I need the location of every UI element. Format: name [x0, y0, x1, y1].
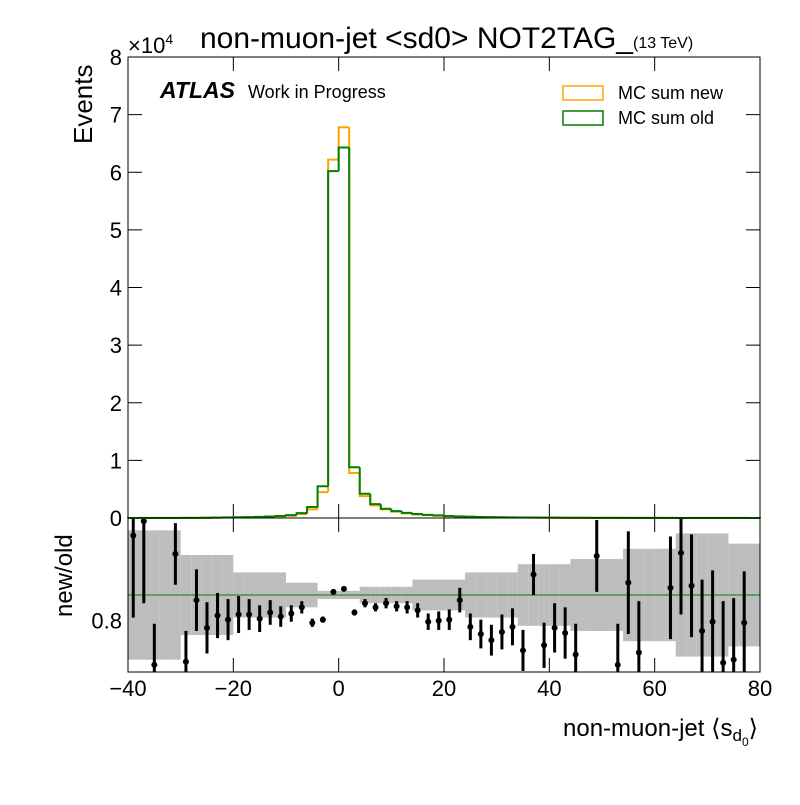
ratio-point	[594, 553, 600, 559]
ratio-point	[193, 597, 199, 603]
ratio-point	[320, 617, 326, 623]
histogram-step	[433, 515, 444, 516]
x-tick-label: 60	[642, 676, 666, 701]
ratio-point	[383, 600, 389, 606]
y-tick-label: 2	[110, 391, 122, 416]
ratio-point	[573, 652, 579, 658]
ratio-point	[215, 613, 221, 619]
y-multiplier-exp: 4	[165, 31, 173, 47]
ratio-point	[373, 604, 379, 610]
ratio-point	[499, 629, 505, 635]
x-tick-label: −40	[109, 676, 146, 701]
ratio-point	[478, 631, 484, 637]
ratio-point	[541, 642, 547, 648]
ratio-point	[699, 628, 705, 634]
ratio-point	[225, 617, 231, 623]
ratio-point	[183, 659, 189, 665]
ratio-point	[520, 647, 526, 653]
ratio-point	[267, 609, 273, 615]
ratio-point	[299, 604, 305, 610]
ratio-point	[467, 624, 473, 630]
histogram-step	[444, 515, 455, 516]
x-title-close: ⟩	[749, 715, 758, 742]
ratio-point	[457, 597, 463, 603]
experiment-label: ATLAS	[159, 77, 236, 103]
histogram-step	[275, 516, 286, 517]
title-note: (13 TeV)	[633, 35, 693, 52]
legend-label: MC sum new	[618, 83, 724, 103]
ratio-point	[488, 637, 494, 643]
x-tick-label: 80	[748, 676, 772, 701]
ratio-point	[257, 616, 263, 622]
ratio-point	[236, 612, 242, 618]
ratio-point	[330, 589, 336, 595]
ratio-point	[615, 662, 621, 668]
legend-label: MC sum old	[618, 108, 714, 128]
ratio-point	[130, 532, 136, 538]
ratio-point	[446, 617, 452, 623]
chart-title: non-muon-jet <sd0> NOT2TAG_(13 TeV)	[200, 22, 693, 55]
ratio-point	[678, 550, 684, 556]
ratio-point	[351, 609, 357, 615]
y-multiplier-base: ×10	[128, 33, 165, 58]
ratio-point	[425, 619, 431, 625]
histogram-step	[423, 514, 434, 515]
ratio-y-tick-label: 0.8	[91, 609, 122, 634]
ratio-point	[710, 619, 716, 625]
x-title-main: non-muon-jet ⟨s	[563, 715, 732, 742]
status-label: Work in Progress	[248, 82, 386, 102]
ratio-y-axis-title: new/old	[51, 534, 78, 617]
x-title-sub: d	[732, 726, 741, 745]
y-tick-label: 6	[110, 160, 122, 185]
y-tick-label: 4	[110, 276, 122, 301]
ratio-point	[531, 571, 537, 577]
ratio-point	[151, 662, 157, 668]
ratio-point	[309, 620, 315, 626]
ratio-point	[667, 585, 673, 591]
histogram-step	[412, 513, 423, 514]
ratio-point	[436, 618, 442, 624]
ratio-point	[720, 660, 726, 666]
ratio-point	[394, 603, 400, 609]
y-tick-label: 0	[110, 506, 122, 531]
ratio-point	[552, 625, 558, 631]
ratio-point	[172, 551, 178, 557]
y-tick-label: 5	[110, 218, 122, 243]
ratio-point	[341, 586, 347, 592]
x-tick-label: 0	[333, 676, 345, 701]
y-tick-label: 1	[110, 448, 122, 473]
ratio-point	[689, 583, 695, 589]
title-main: non-muon-jet <sd0> NOT2TAG_	[200, 22, 634, 55]
ratio-point	[246, 612, 252, 618]
histogram-step	[286, 515, 297, 516]
ratio-point	[362, 600, 368, 606]
y-tick-label: 7	[110, 103, 122, 128]
ratio-point	[415, 607, 421, 613]
ratio-point	[404, 604, 410, 610]
ratio-point	[636, 649, 642, 655]
ratio-point	[731, 657, 737, 663]
y-tick-label: 3	[110, 333, 122, 358]
ratio-point	[562, 630, 568, 636]
ratio-point	[141, 518, 147, 524]
ratio-point	[625, 580, 631, 586]
ratio-point	[288, 610, 294, 616]
ratio-point	[204, 625, 210, 631]
x-tick-label: 20	[432, 676, 456, 701]
x-tick-label: 40	[537, 676, 561, 701]
ratio-point	[278, 614, 284, 620]
ratio-point	[509, 624, 515, 630]
y-tick-label: 8	[110, 45, 122, 70]
y-axis-title: Events	[68, 65, 98, 145]
x-tick-label: −20	[215, 676, 252, 701]
ratio-point	[741, 620, 747, 626]
